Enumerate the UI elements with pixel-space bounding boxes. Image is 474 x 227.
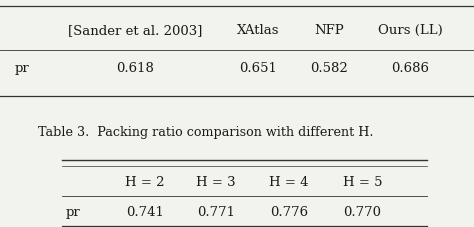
Text: 0.651: 0.651 xyxy=(239,62,277,75)
Text: 0.686: 0.686 xyxy=(391,62,429,75)
Text: pr: pr xyxy=(14,62,29,75)
Text: 0.770: 0.770 xyxy=(344,206,382,219)
Text: 0.618: 0.618 xyxy=(116,62,154,75)
Text: H = 4: H = 4 xyxy=(269,176,309,189)
Text: 0.741: 0.741 xyxy=(126,206,164,219)
Text: Ours (LL): Ours (LL) xyxy=(378,24,442,37)
Text: NFP: NFP xyxy=(315,24,344,37)
Text: 0.776: 0.776 xyxy=(270,206,308,219)
Text: 0.771: 0.771 xyxy=(197,206,235,219)
Text: H = 2: H = 2 xyxy=(125,176,164,189)
Text: Table 3.  Packing ratio comparison with different H.: Table 3. Packing ratio comparison with d… xyxy=(38,126,374,139)
Text: XAtlas: XAtlas xyxy=(237,24,280,37)
Text: H = 3: H = 3 xyxy=(196,176,236,189)
Text: 0.582: 0.582 xyxy=(310,62,348,75)
Text: H = 5: H = 5 xyxy=(343,176,383,189)
Text: pr: pr xyxy=(66,206,81,219)
Text: [Sander et al. 2003]: [Sander et al. 2003] xyxy=(68,24,202,37)
